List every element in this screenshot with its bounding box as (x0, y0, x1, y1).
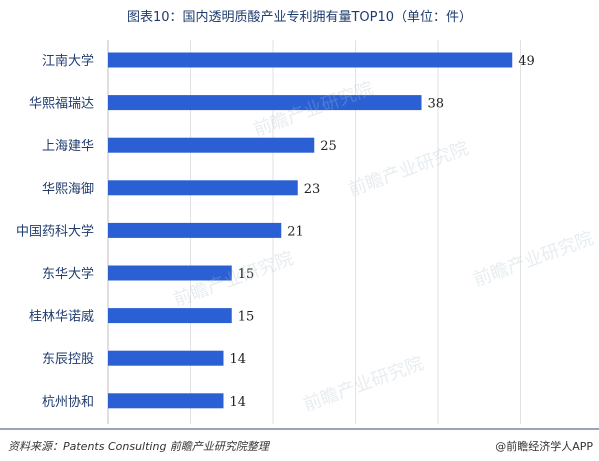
category-label: 桂林华诺威 (29, 310, 94, 325)
category-label: 中国药科大学 (16, 223, 94, 239)
category-label: 东辰控股 (42, 352, 94, 367)
footer: 资料来源：Patents Consulting 前瞻产业研究院整理 @前瞻经济学… (0, 428, 599, 461)
category-label: 杭州协和 (42, 395, 94, 410)
bar (108, 265, 232, 281)
value-label: 25 (320, 139, 337, 154)
bar (108, 180, 298, 196)
value-label: 14 (230, 352, 247, 367)
category-label: 华熙海御 (42, 182, 94, 197)
bar (108, 222, 282, 238)
value-label: 15 (238, 310, 255, 325)
bar (108, 137, 315, 153)
value-label: 23 (304, 182, 321, 197)
bars (108, 52, 513, 409)
bar (108, 393, 224, 409)
category-label: 江南大学 (42, 53, 94, 69)
labels: 江南大学 49 华熙福瑞达 38 上海建华 25 华熙海御 23 中国药科大学 21 东华大学 15 桂… (16, 53, 535, 410)
value-label: 21 (287, 224, 304, 239)
chart-title: 图表10：国内透明质酸产业专利拥有量TOP10（单位：件） (126, 10, 473, 25)
category-label: 上海建华 (42, 139, 94, 154)
category-label: 华熙福瑞达 (29, 97, 94, 112)
value-label: 49 (518, 54, 535, 69)
bar (108, 52, 513, 68)
bar (108, 308, 232, 324)
value-label: 15 (238, 267, 255, 282)
bar (108, 95, 422, 111)
credit-note: @前瞻经济学人APP (495, 440, 593, 453)
value-label: 38 (428, 97, 445, 112)
value-label: 14 (230, 395, 247, 410)
bar (108, 350, 224, 366)
category-label: 东华大学 (42, 266, 94, 282)
source-note: 资料来源：Patents Consulting 前瞻产业研究院整理 (8, 440, 269, 453)
